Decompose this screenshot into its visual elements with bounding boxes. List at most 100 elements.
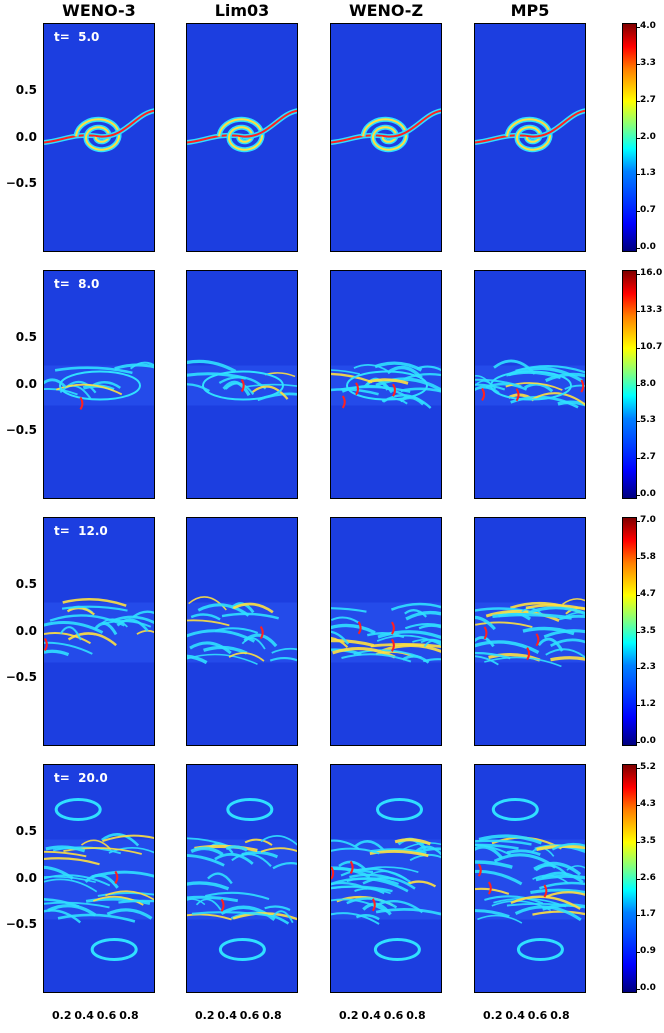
turbulent-filament bbox=[44, 874, 111, 887]
turbulent-filament bbox=[244, 383, 297, 388]
y-tick-label: −0.5 bbox=[5, 670, 37, 685]
turbulent-filament bbox=[375, 377, 441, 393]
turbulent-filament bbox=[101, 618, 128, 628]
field-render bbox=[187, 798, 297, 961]
turbulent-filament bbox=[409, 854, 441, 862]
vortex-loop bbox=[54, 798, 102, 821]
turbulent-filament bbox=[475, 909, 510, 919]
x-tick-label: 0.6 bbox=[383, 1009, 404, 1022]
panel-lim03-row-1 bbox=[186, 23, 298, 252]
turbulent-filament bbox=[367, 378, 409, 385]
panel-mp5-row-1 bbox=[474, 23, 586, 252]
turbulent-filament bbox=[59, 626, 82, 641]
turbulent-filament bbox=[66, 606, 95, 616]
hot-filament bbox=[526, 647, 531, 661]
colorbar-tick-mark bbox=[637, 804, 640, 806]
turbulent-filament bbox=[362, 866, 419, 874]
hot-filament bbox=[349, 860, 354, 874]
colorbar bbox=[622, 23, 637, 252]
turbulent-filament bbox=[415, 845, 441, 856]
turbulent-filament bbox=[475, 845, 503, 859]
y-tick-label: 0.5 bbox=[15, 576, 37, 591]
turbulent-filament bbox=[67, 632, 117, 647]
vortex-loop bbox=[516, 938, 564, 961]
panel-weno-z-row-4 bbox=[330, 764, 442, 993]
turbulent-filament bbox=[272, 862, 297, 870]
field-render bbox=[331, 361, 441, 409]
turbulent-filament bbox=[475, 651, 511, 660]
turbulent-filament bbox=[362, 902, 392, 916]
y-tick-label: 0.0 bbox=[15, 623, 37, 638]
colorbar-tick-mark bbox=[637, 274, 640, 275]
shear-core bbox=[44, 134, 101, 144]
vortex-core bbox=[75, 118, 120, 151]
turbulent-filament bbox=[331, 630, 350, 645]
hot-filament bbox=[535, 633, 540, 647]
field-render bbox=[44, 108, 154, 153]
colorbar bbox=[622, 517, 637, 746]
time-label: t= 5.0 bbox=[54, 30, 100, 44]
turbulent-filament bbox=[370, 848, 427, 855]
panel-mp5-row-2 bbox=[474, 270, 586, 499]
turbulent-filament bbox=[475, 887, 510, 895]
turbulent-filament bbox=[331, 607, 367, 613]
field-render bbox=[187, 108, 297, 153]
y-tick-label: 0.5 bbox=[15, 823, 37, 838]
turbulent-filament bbox=[187, 881, 230, 891]
vortex-core bbox=[506, 118, 551, 151]
turbulent-filament bbox=[331, 885, 391, 895]
x-tick-label: 0.4 bbox=[74, 1009, 94, 1022]
x-tick-label: 0.4 bbox=[505, 1009, 525, 1022]
turbulent-filament bbox=[338, 860, 367, 871]
turbulent-filament bbox=[187, 383, 210, 392]
colorbar-tick-mark bbox=[637, 347, 640, 349]
turbulent-filament bbox=[114, 363, 154, 371]
panel-lim03-row-4 bbox=[186, 764, 298, 993]
colorbar-tick-mark bbox=[637, 63, 640, 65]
turbulent-filament bbox=[355, 914, 380, 921]
colorbar-tick-label: 2.6 bbox=[640, 872, 656, 883]
turbulent-filament bbox=[91, 870, 154, 879]
colorbar-tick-label: 4.0 bbox=[640, 21, 656, 31]
turbulent-filament bbox=[530, 888, 585, 895]
colorbar-tick-mark bbox=[637, 989, 640, 990]
turbulent-filament bbox=[85, 897, 151, 905]
vortex-loop bbox=[59, 370, 141, 401]
colorbar-tick-mark bbox=[637, 100, 640, 102]
turbulent-filament bbox=[505, 382, 563, 391]
turbulent-filament bbox=[250, 385, 289, 400]
y-tick-label: −0.5 bbox=[5, 423, 37, 438]
hot-filament bbox=[543, 884, 548, 898]
turbulent-filament bbox=[44, 649, 70, 657]
turbulent-filament bbox=[537, 637, 564, 652]
turbulent-filament bbox=[491, 900, 552, 912]
turbulent-filament bbox=[47, 904, 97, 917]
turbulent-filament bbox=[492, 612, 572, 620]
turbulent-filament bbox=[484, 656, 562, 668]
turbulent-filament bbox=[190, 846, 224, 856]
turbulent-filament bbox=[232, 602, 274, 614]
turbulent-filament bbox=[93, 622, 118, 636]
colorbar-tick-mark bbox=[637, 421, 640, 423]
turbulent-filament bbox=[557, 400, 585, 407]
hot-filament bbox=[331, 866, 335, 880]
x-tick-label: 0.6 bbox=[239, 1009, 260, 1022]
colorbar-tick-label: 8.0 bbox=[640, 378, 656, 389]
hot-filament bbox=[44, 637, 48, 651]
colorbar-tick-label: 5.2 bbox=[640, 762, 656, 772]
turbulent-filament bbox=[536, 844, 585, 852]
turbulent-filament bbox=[44, 909, 82, 924]
turbulent-filament bbox=[475, 843, 511, 856]
colorbar-tick-label: 1.7 bbox=[640, 909, 656, 920]
turbulent-filament bbox=[61, 605, 128, 612]
panel-weno-3-row-4: t= 20.0 bbox=[43, 764, 155, 993]
turbulent-filament bbox=[49, 614, 125, 627]
y-tick-label: 0.5 bbox=[15, 82, 37, 97]
x-tick-label: 0.4 bbox=[217, 1009, 237, 1022]
hot-filament bbox=[355, 382, 359, 396]
hot-filament bbox=[79, 396, 84, 410]
turbulent-filament bbox=[418, 624, 441, 630]
turbulent-filament bbox=[404, 623, 441, 630]
turbulent-filament bbox=[346, 897, 398, 909]
turbulent-filament bbox=[376, 634, 441, 646]
